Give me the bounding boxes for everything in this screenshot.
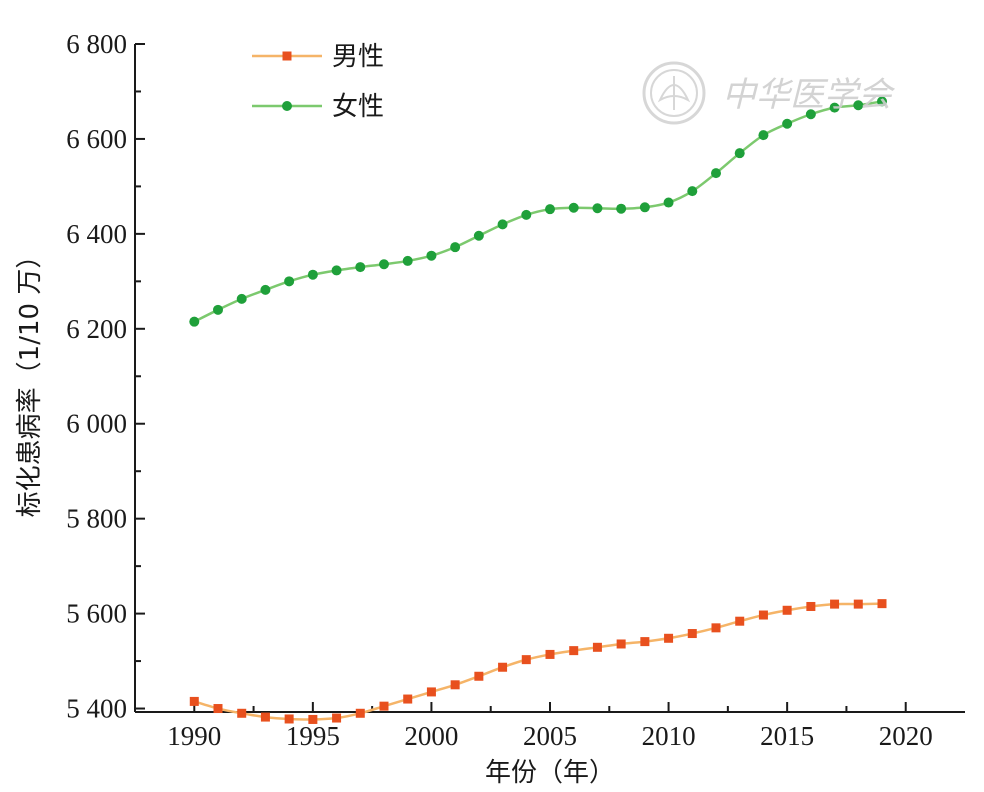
legend-marker	[282, 101, 292, 111]
x-tick-label: 2020	[879, 721, 933, 751]
data-point	[758, 130, 769, 141]
y-tick-label: 6 400	[66, 219, 127, 249]
x-ticks: 1990 1995 2000 2005 2010 2015 2020	[167, 702, 933, 751]
data-point	[308, 714, 318, 724]
data-point	[853, 599, 863, 609]
data-point	[782, 118, 793, 129]
watermark: 中华医学会	[642, 61, 896, 125]
x-tick-label: 2000	[404, 721, 458, 751]
data-point	[355, 262, 366, 273]
y-axis-title: 标化患病率（1/10 万）	[15, 243, 45, 518]
data-point	[687, 186, 698, 197]
data-point	[592, 203, 603, 214]
data-point	[687, 629, 697, 639]
series-line	[193, 602, 883, 721]
y-tick-label: 5 600	[66, 599, 127, 629]
data-point	[806, 601, 816, 611]
legend-marker	[282, 51, 292, 61]
data-point	[521, 655, 531, 665]
y-tick-label: 6 000	[66, 409, 127, 439]
x-tick-label: 2015	[760, 721, 814, 751]
data-point	[545, 204, 555, 215]
data-point	[616, 639, 626, 649]
series-female	[189, 96, 887, 327]
data-point	[331, 265, 342, 276]
data-point	[640, 637, 650, 647]
y-tick-label: 6 800	[66, 29, 127, 59]
data-point	[260, 712, 270, 722]
data-point	[260, 284, 271, 295]
data-point	[663, 197, 674, 208]
series-male	[189, 599, 887, 724]
data-point	[426, 687, 436, 697]
data-point	[379, 259, 389, 270]
data-point	[592, 642, 602, 652]
legend-label: 男性	[332, 42, 384, 72]
y-ticks: 5 400 5 600 5 800 6 000 6 200 6 400 6 600 6 800	[66, 29, 145, 724]
data-point	[213, 304, 223, 315]
data-point	[402, 255, 413, 266]
data-point	[426, 250, 437, 261]
data-point	[545, 649, 555, 659]
seal-icon	[642, 61, 706, 125]
data-point	[332, 713, 342, 723]
data-point	[877, 96, 887, 107]
data-point	[568, 202, 579, 213]
data-point	[189, 316, 200, 327]
data-point	[236, 293, 247, 304]
data-point	[355, 708, 365, 718]
series-layer	[189, 96, 887, 724]
data-point	[829, 102, 840, 113]
x-tick-label: 1995	[286, 721, 340, 751]
x-tick-label: 1990	[167, 721, 221, 751]
legend-item: 男性	[252, 42, 384, 72]
data-point	[379, 701, 389, 711]
axes	[134, 44, 965, 713]
data-point	[569, 646, 579, 656]
y-tick-label: 6 200	[66, 314, 127, 344]
data-point	[284, 714, 294, 724]
data-point	[450, 680, 460, 690]
x-axis-title: 年份（年）	[485, 758, 615, 788]
y-tick-label: 5 400	[66, 694, 127, 724]
data-point	[782, 605, 792, 615]
legend-item: 女性	[252, 92, 384, 122]
data-point	[474, 671, 484, 681]
data-point	[758, 610, 768, 620]
data-point	[735, 616, 745, 626]
series-line	[193, 100, 883, 323]
data-point	[497, 219, 508, 230]
data-point	[734, 148, 745, 159]
data-point	[521, 209, 532, 220]
data-point	[213, 704, 223, 714]
data-point	[237, 708, 247, 718]
data-point	[473, 230, 484, 241]
legend-label: 女性	[332, 92, 384, 122]
data-point	[830, 599, 840, 609]
data-point	[189, 696, 199, 706]
y-tick-label: 6 600	[66, 124, 127, 154]
data-point	[805, 109, 816, 120]
data-point	[853, 100, 864, 111]
data-point	[284, 276, 295, 287]
y-tick-label: 5 800	[66, 504, 127, 534]
x-tick-label: 2010	[642, 721, 696, 751]
data-point	[450, 242, 461, 253]
data-point	[877, 599, 887, 609]
data-point	[711, 623, 721, 633]
x-tick-label: 2005	[523, 721, 577, 751]
watermark-text: 中华医学会	[722, 75, 896, 115]
data-point	[498, 662, 508, 672]
data-point	[711, 168, 721, 179]
data-point	[664, 633, 674, 643]
data-point	[639, 202, 650, 213]
data-point	[307, 269, 318, 280]
data-point	[403, 694, 413, 704]
data-point	[616, 203, 627, 214]
